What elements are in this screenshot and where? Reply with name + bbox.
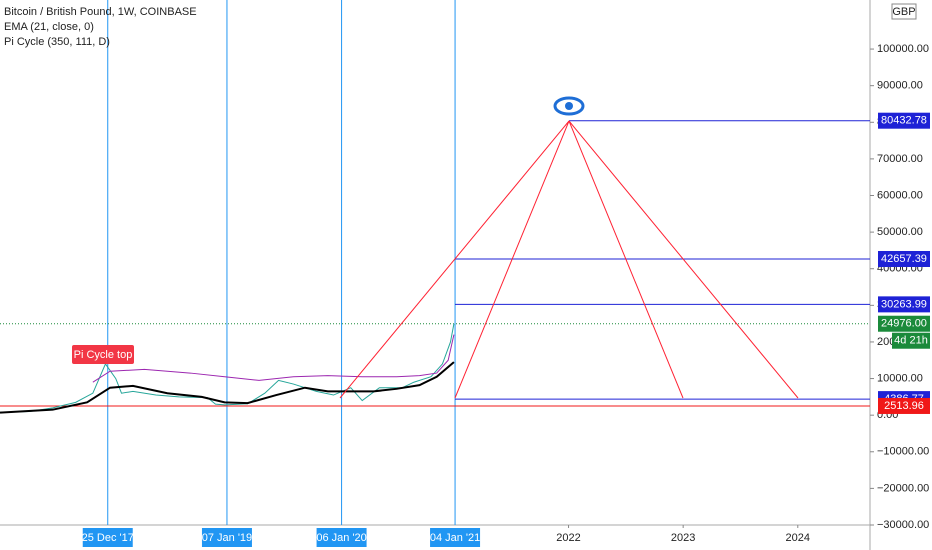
countdown: 4d 21h — [894, 335, 928, 347]
x-tick-badge — [316, 528, 367, 547]
fan-line — [568, 120, 799, 399]
price-badge — [878, 397, 930, 414]
fan-line — [568, 120, 684, 399]
x-tick-label: 2022 — [556, 532, 580, 544]
x-tick-label: 06 Jan '20 — [316, 532, 366, 544]
y-tick-label: −30000.00 — [877, 519, 929, 531]
price-badge — [878, 315, 930, 332]
x-tick-badge — [82, 528, 133, 547]
x-tick-label: 25 Dec '17 — [82, 532, 134, 544]
price-badge-label: 42657.39 — [881, 253, 927, 265]
price-badge-label: 24976.00 — [881, 318, 927, 330]
drawings — [339, 96, 799, 399]
x-tick-label: 07 Jan '19 — [202, 532, 252, 544]
fan-line — [339, 120, 570, 399]
price-badge — [878, 112, 930, 129]
legend-entry: Bitcoin / British Pound, 1W, COINBASE — [4, 6, 197, 18]
y-tick-label: 90000.00 — [877, 80, 923, 92]
price-badge-label: 80432.78 — [881, 115, 927, 127]
series-line — [92, 334, 455, 383]
x-tick-label: 2023 — [671, 532, 695, 544]
price-badge — [878, 296, 930, 313]
price-badge — [878, 250, 930, 267]
eye-icon — [553, 96, 585, 116]
currency-badge — [891, 3, 917, 20]
price-badge-label: 2513.96 — [884, 400, 924, 412]
y-tick-label: 50000.00 — [877, 226, 923, 238]
y-tick-label: −20000.00 — [877, 482, 929, 494]
legend-entry: Pi Cycle (350, 111, D) — [4, 36, 110, 48]
y-tick-label: 10000.00 — [877, 372, 923, 384]
legend-entry: EMA (21, close, 0) — [4, 21, 94, 33]
y-tick-label: 60000.00 — [877, 189, 923, 201]
fan-line — [454, 120, 570, 399]
annotation-badge — [72, 345, 134, 364]
x-tick-badge — [430, 528, 481, 547]
x-tick-badge — [201, 528, 252, 547]
y-tick-label: −10000.00 — [877, 446, 929, 458]
x-tick-label: 04 Jan '21 — [430, 532, 480, 544]
countdown-badge — [892, 332, 930, 349]
x-tick-label: 2024 — [786, 532, 810, 544]
currency: GBP — [892, 6, 915, 18]
price-badge-label: 30263.99 — [881, 298, 927, 310]
y-tick-label: 100000.00 — [877, 43, 929, 55]
annotation: Pi Cycle top — [74, 349, 133, 361]
series-line — [0, 361, 455, 414]
y-tick-label: 70000.00 — [877, 153, 923, 165]
